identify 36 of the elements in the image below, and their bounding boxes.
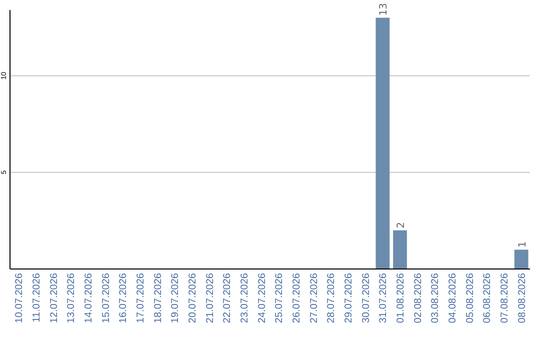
x-tick-label: 11.07.2026	[32, 272, 42, 322]
data-label: 13	[378, 2, 390, 16]
x-tick-label: 02.08.2026	[412, 272, 424, 324]
x-tick-label: 31.07.2026	[378, 272, 390, 324]
x-tick-label: 13.07.2026	[66, 272, 78, 324]
data-label: 1	[517, 241, 528, 248]
bar	[376, 18, 390, 269]
bar	[514, 250, 528, 269]
x-tick-label: 28.07.2026	[326, 272, 338, 324]
x-tick-label: 27.07.2026	[308, 272, 320, 324]
x-tick-label: 17.07.2026	[136, 272, 146, 324]
x-tick-label: 22.07.2026	[222, 272, 234, 324]
bar	[393, 230, 407, 269]
x-tick-label: 18.07.2026	[152, 272, 164, 324]
x-tick-label: 01.08.2026	[396, 272, 406, 324]
x-tick-label: 12.07.2026	[48, 272, 60, 324]
x-tick-label: 25.07.2026	[274, 272, 286, 324]
x-tick-label: 14.07.2026	[84, 272, 94, 324]
x-tick-label: 20.07.2026	[188, 272, 198, 324]
x-tick-label: 26.07.2026	[292, 272, 302, 324]
x-tick-label: 05.08.2026	[464, 272, 476, 324]
x-tick-label: 10.07.2026	[14, 272, 26, 324]
data-label: 2	[396, 222, 407, 228]
x-tick-label: 24.07.2026	[256, 272, 268, 324]
x-tick-label: 15.07.2026	[100, 272, 112, 324]
x-tick-label: 23.07.2026	[240, 272, 250, 324]
x-tick-label: 03.08.2026	[430, 272, 442, 324]
x-tick-label: 21.07.2026	[204, 272, 216, 324]
x-tick-label: 29.07.2026	[344, 272, 354, 324]
x-tick-label: 04.08.2026	[448, 272, 458, 324]
x-tick-label: 30.07.2026	[360, 272, 372, 324]
x-tick-label: 16.07.2026	[118, 272, 130, 324]
x-tick-label: 07.08.2026	[500, 272, 510, 324]
x-tick-label: 08.08.2026	[516, 272, 528, 324]
x-tick-label: 19.07.2026	[170, 272, 182, 324]
x-tick-label: 06.08.2026	[482, 272, 494, 324]
